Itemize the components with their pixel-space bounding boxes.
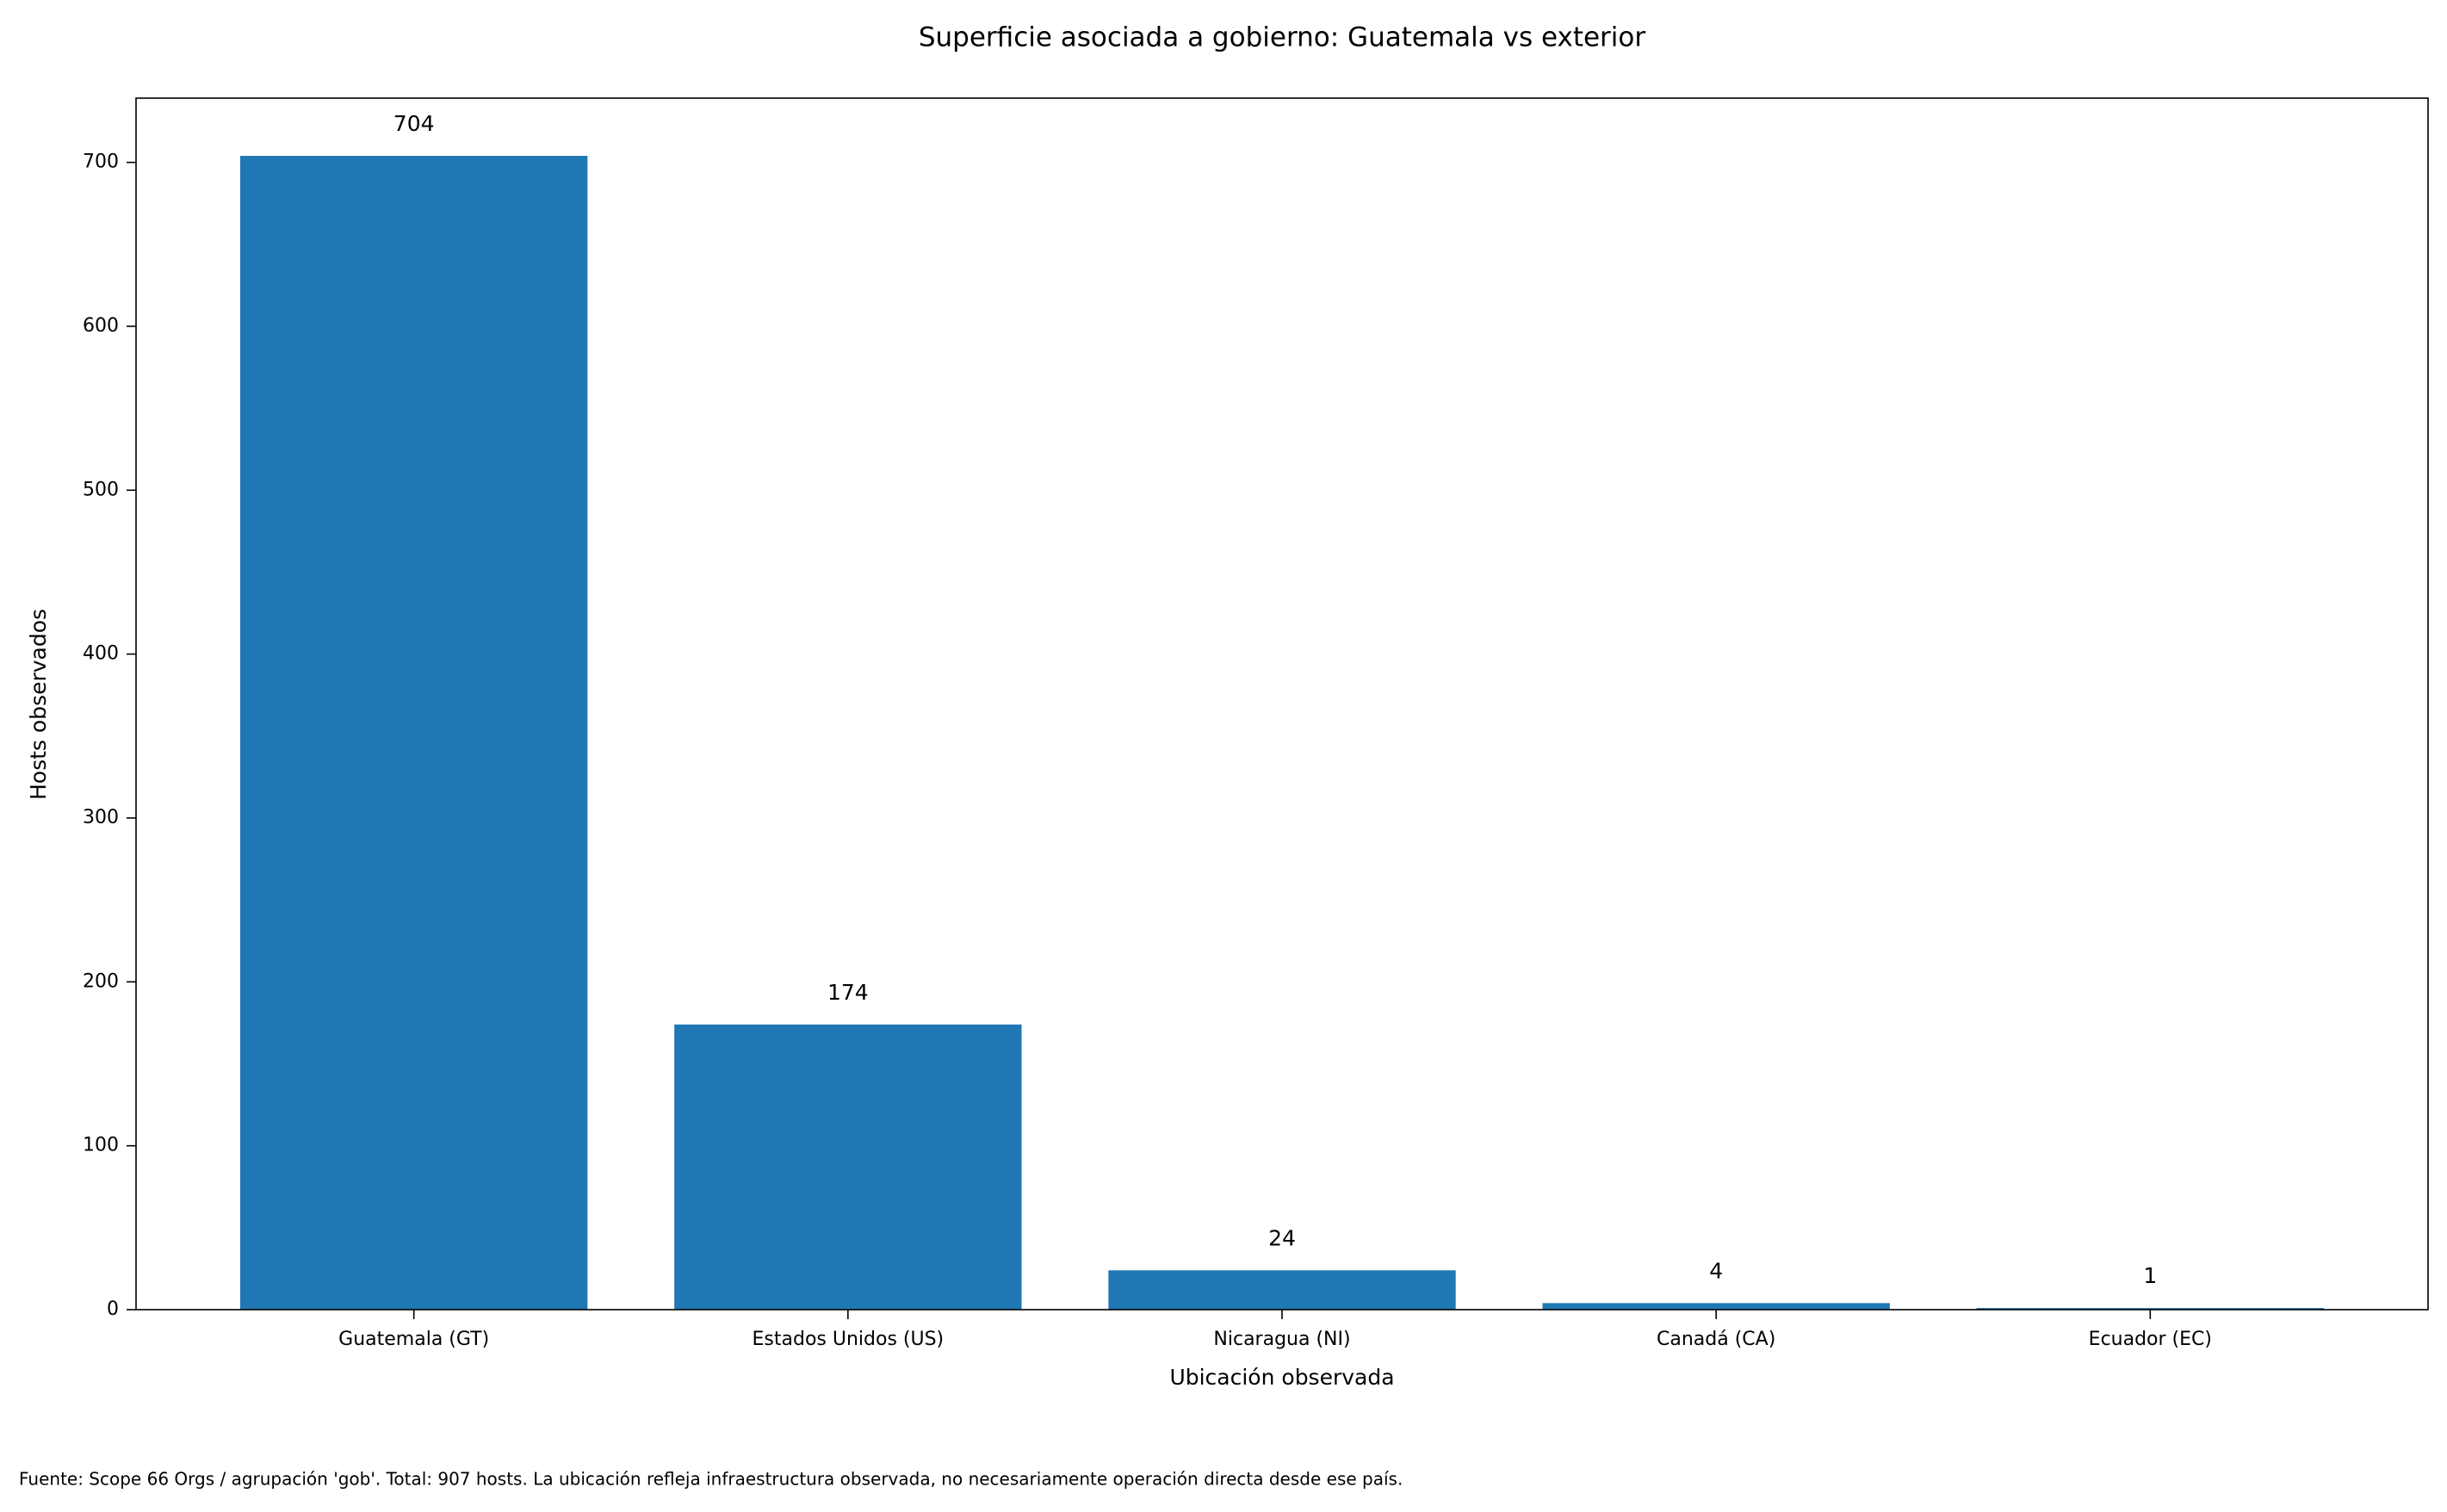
y-tick-label: 200 [83,970,119,992]
value-label: 24 [1268,1225,1296,1250]
y-tick-label: 100 [83,1135,119,1156]
bar [240,156,588,1310]
x-tick-label: Estados Unidos (US) [753,1329,945,1350]
bar [1542,1303,1890,1310]
axes-frame [135,97,2429,1311]
value-label: 704 [393,111,435,136]
y-tick-label: 0 [107,1298,119,1320]
bar [1108,1270,1456,1310]
value-label: 4 [1709,1258,1723,1283]
footnote: Fuente: Scope 66 Orgs / agrupación 'gob'… [19,1469,1403,1490]
y-tick-label: 400 [83,643,119,665]
y-tick-label: 600 [83,315,119,337]
x-tick-label: Canadá (CA) [1657,1329,1775,1350]
bar [674,1024,1022,1310]
y-axis-label: Hosts observados [26,609,51,800]
x-tick-label: Ecuador (EC) [2089,1329,2212,1350]
x-tick-label: Nicaragua (NI) [1213,1329,1350,1350]
x-axis-label: Ubicación observada [1169,1365,1394,1390]
x-tick-label: Guatemala (GT) [338,1329,489,1350]
value-label: 1 [2143,1263,2157,1288]
y-tick-label: 500 [83,479,119,500]
y-tick-label: 300 [83,807,119,828]
value-label: 174 [827,980,869,1005]
y-tick-label: 700 [83,152,119,173]
bar [1976,1308,2324,1310]
chart-title: Superficie asociada a gobierno: Guatemal… [919,22,1646,53]
